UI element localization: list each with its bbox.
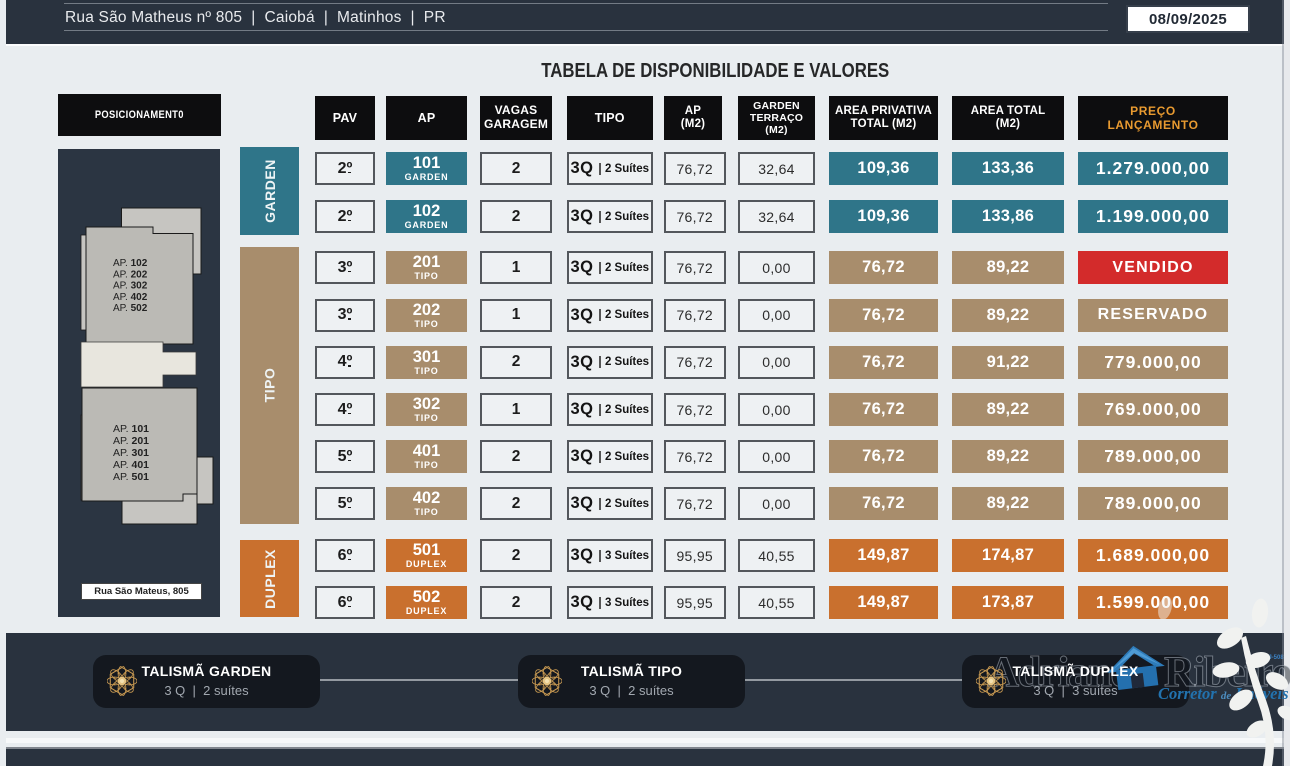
svg-text:AP. 302: AP. 302 xyxy=(113,281,148,292)
svg-text:AP. 402: AP. 402 xyxy=(113,292,148,303)
svg-text:AP. 202: AP. 202 xyxy=(113,269,148,280)
svg-text:AP. 102: AP. 102 xyxy=(113,258,148,269)
svg-text:AP. 101: AP. 101 xyxy=(113,423,149,435)
svg-text:AP. 401: AP. 401 xyxy=(113,459,149,471)
svg-text:AP. 501: AP. 501 xyxy=(113,471,149,483)
svg-text:AP. 301: AP. 301 xyxy=(113,447,149,459)
svg-text:AP. 201: AP. 201 xyxy=(113,435,149,447)
svg-text:AP. 502: AP. 502 xyxy=(113,303,148,314)
